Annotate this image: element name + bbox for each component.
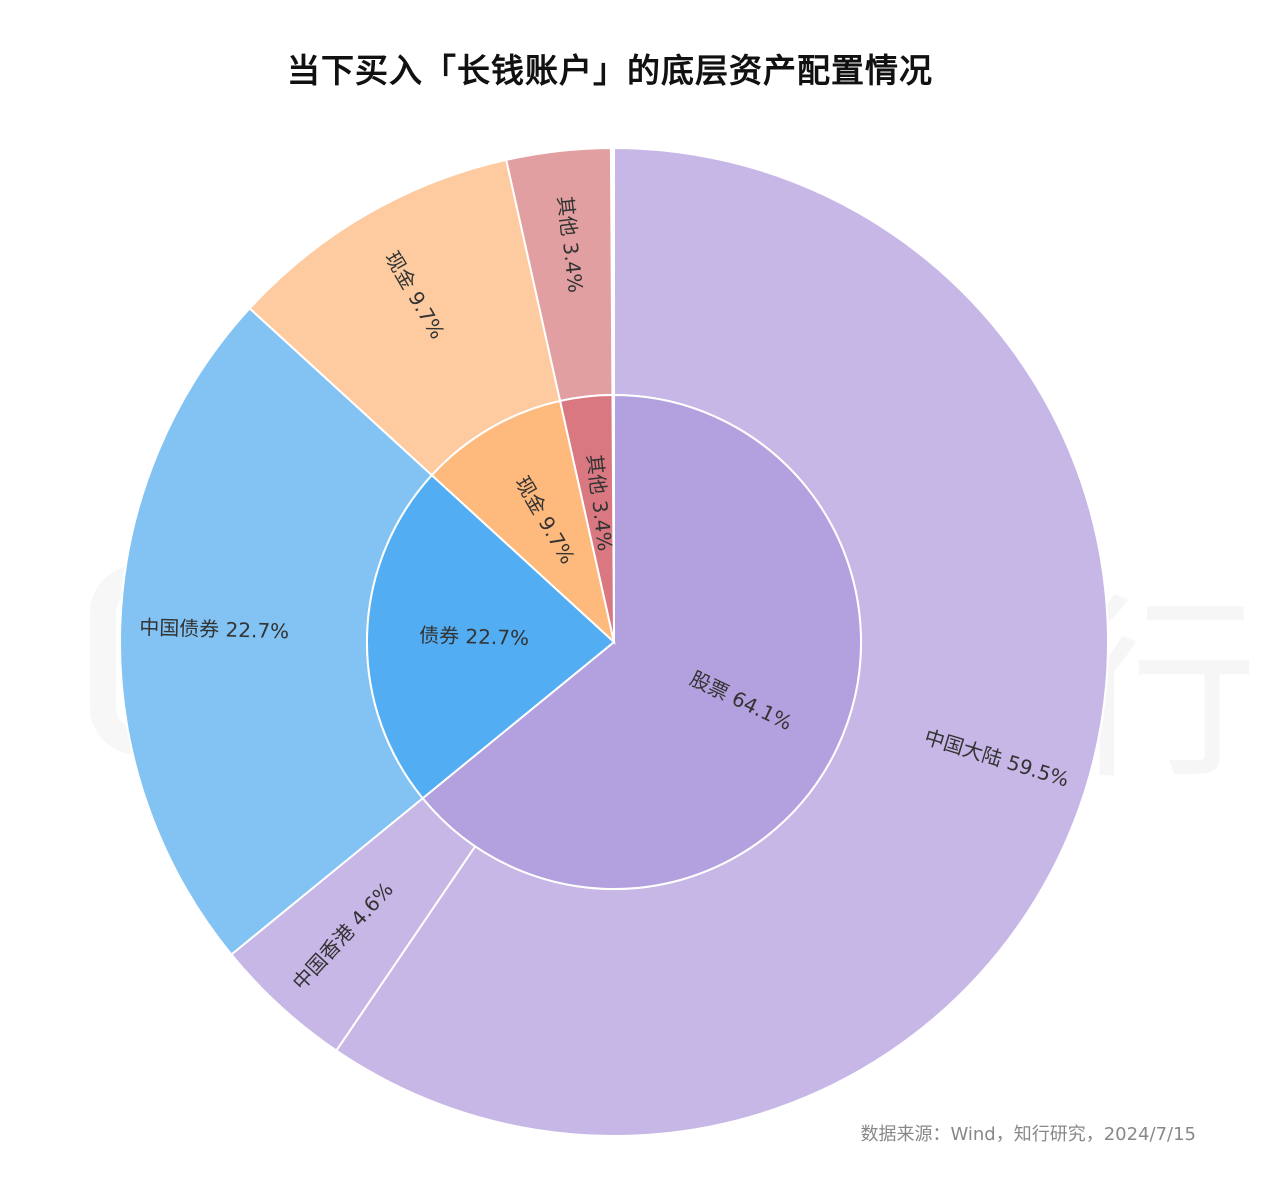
inner-slice-0 — [421, 393, 862, 890]
chart-title: 当下买入「长钱账户」的底层资产配置情况 — [287, 51, 933, 90]
inner-ring — [366, 393, 862, 890]
outer-label-2: 中国债券 22.7% — [139, 615, 290, 643]
source-note: 数据来源：Wind，知行研究，2024/7/15 — [860, 1124, 1196, 1145]
inner-slice-1 — [366, 473, 616, 800]
inner-label-1: 债券 22.7% — [419, 623, 530, 650]
inner-slice-2 — [430, 399, 616, 645]
inner-slice-3 — [558, 393, 615, 643]
outer-ring — [119, 146, 1109, 1137]
